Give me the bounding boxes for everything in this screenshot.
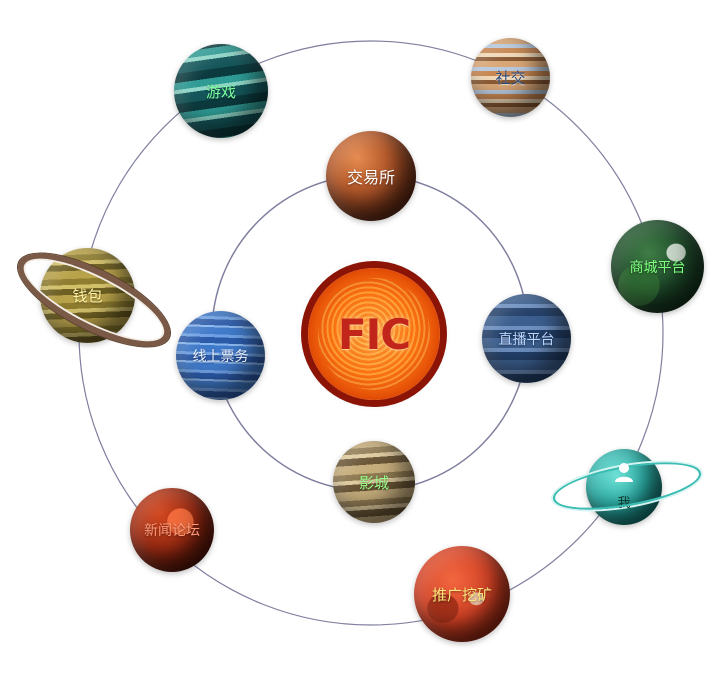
planet-social-label: 社交 (495, 69, 526, 87)
planet-news-forum-label: 新闻论坛 (144, 523, 200, 539)
planet-me-label: 我 (617, 495, 631, 511)
user-icon (615, 463, 633, 482)
planet-live-streaming[interactable]: 直播平台 (482, 294, 571, 383)
planet-live-streaming-label: 直播平台 (498, 331, 555, 348)
planet-wallet-label: 钱包 (72, 287, 103, 305)
planet-games-label: 游戏 (205, 82, 236, 101)
center-sun-label: FIC (337, 309, 411, 359)
planet-me[interactable]: 我 (586, 449, 662, 525)
planet-exchange-label: 交易所 (346, 168, 395, 187)
planet-online-ticketing-label: 线上票务 (192, 348, 249, 365)
planet-cinema[interactable]: 影城 (333, 441, 415, 523)
planet-wallet[interactable]: 钱包 (40, 248, 135, 343)
planet-mall[interactable]: 商城平台 (611, 220, 704, 313)
planet-news-forum[interactable]: 新闻论坛 (130, 488, 214, 572)
planet-promotion-mining[interactable]: 推广挖矿 (414, 546, 510, 642)
planet-online-ticketing[interactable]: 线上票务 (176, 311, 265, 400)
planet-games[interactable]: 游戏 (174, 44, 268, 138)
planet-promotion-mining-label: 推广挖矿 (431, 585, 492, 604)
center-sun-fic[interactable]: FIC (308, 268, 440, 400)
planet-cinema-label: 影城 (358, 473, 389, 492)
planet-exchange[interactable]: 交易所 (326, 131, 416, 221)
planet-social[interactable]: 社交 (471, 38, 550, 117)
planet-mall-label: 商城平台 (629, 259, 686, 276)
